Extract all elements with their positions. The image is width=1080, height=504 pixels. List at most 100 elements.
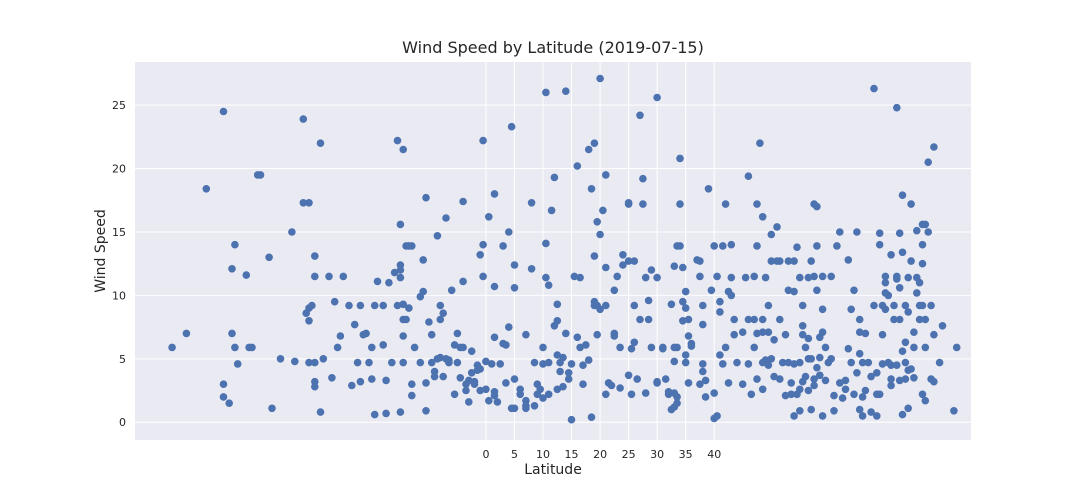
scatter-point [753, 242, 761, 250]
scatter-point [853, 228, 861, 236]
scatter-point [365, 358, 373, 367]
scatter-point [319, 355, 328, 363]
scatter-point [382, 376, 390, 385]
scatter-point [716, 351, 724, 359]
scatter-point [844, 256, 853, 264]
scatter-point [790, 257, 798, 265]
scatter-point [813, 286, 821, 295]
scatter-point [855, 405, 864, 414]
scatter-point [664, 388, 673, 396]
scatter-point [490, 190, 499, 198]
scatter-point [796, 273, 804, 282]
scatter-point [924, 158, 932, 166]
scatter-point [596, 230, 604, 239]
scatter-point [790, 287, 798, 296]
scatter-point [593, 218, 601, 226]
scatter-point [390, 268, 399, 277]
scatter-point [311, 358, 319, 367]
scatter-point [596, 74, 604, 83]
scatter-point [713, 272, 721, 281]
scatter-point [730, 330, 738, 339]
scatter-point [798, 322, 807, 330]
scatter-point [918, 301, 927, 310]
scatter-point [636, 111, 644, 120]
y-tick-label: 25 [112, 99, 126, 112]
scatter-point [753, 375, 761, 383]
scatter-point [408, 391, 416, 400]
scatter-point [219, 393, 228, 401]
scatter-point [308, 301, 316, 310]
scatter-point [887, 361, 895, 370]
scatter-point [767, 355, 776, 363]
scatter-point [559, 353, 567, 362]
scatter-point [847, 305, 855, 314]
scatter-point [527, 199, 536, 207]
scatter-point [311, 252, 319, 260]
scatter-point [895, 284, 904, 292]
scatter-point [610, 332, 619, 340]
scatter-point [750, 315, 758, 324]
scatter-point [490, 282, 499, 291]
scatter-point [930, 330, 938, 339]
scatter-point [673, 343, 681, 352]
scatter-point [425, 318, 433, 326]
scatter-point [602, 301, 610, 310]
scatter-point [873, 412, 881, 420]
scatter-point [778, 358, 787, 367]
scatter-point [539, 360, 547, 368]
scatter-point [927, 301, 935, 310]
scatter-point [670, 357, 679, 366]
scatter-point [436, 301, 445, 310]
scatter-point [904, 404, 912, 413]
scatter-point [801, 372, 810, 381]
scatter-point [898, 191, 907, 199]
scatter-point [256, 171, 265, 179]
scatter-point [855, 328, 864, 337]
tick-labels: 0 5 10 15 20 25 30 35 40 0 5 10 15 20 25 [112, 99, 721, 461]
scatter-point [904, 273, 912, 282]
scatter-point [593, 330, 601, 339]
scatter-point [228, 329, 236, 338]
scatter-point [758, 328, 767, 337]
scatter-point [485, 396, 493, 405]
scatter-point [699, 367, 707, 376]
scatter-point [858, 358, 867, 367]
scatter-point [875, 240, 884, 249]
scatter-point [396, 266, 405, 274]
x-tick-label: 20 [593, 448, 607, 461]
scatter-point [607, 381, 616, 390]
scatter-point [396, 273, 405, 282]
scatter-point [422, 379, 430, 387]
scatter-point [910, 328, 918, 337]
scatter-point [544, 281, 553, 290]
scatter-point [884, 291, 893, 300]
scatter-point [350, 320, 359, 329]
scatter-point [836, 228, 844, 236]
scatter-point [804, 334, 813, 343]
scatter-point [567, 360, 576, 368]
scatter-point [288, 228, 296, 236]
scatter-point [490, 333, 499, 342]
y-tick-label: 10 [112, 289, 126, 302]
scatter-point [570, 272, 579, 281]
scatter-point [299, 199, 308, 207]
scatter-point [539, 394, 547, 402]
scatter-point [907, 200, 915, 208]
scatter-point [704, 185, 713, 193]
scatter-point [836, 379, 844, 387]
scatter-point [388, 358, 396, 367]
scatter-point [393, 136, 402, 145]
scatter-point [465, 376, 473, 385]
scatter-point [439, 309, 448, 318]
scatter-point [470, 377, 479, 386]
scatter-point [311, 382, 319, 391]
scatter-point [858, 393, 867, 401]
scatter-point [456, 374, 465, 382]
scatter-point [818, 305, 827, 314]
scatter-point [881, 278, 890, 287]
scatter-point [747, 390, 756, 399]
scatter-point [830, 391, 838, 400]
scatter-point [807, 355, 815, 363]
scatter-point [727, 273, 736, 282]
scatter-point [744, 172, 753, 180]
